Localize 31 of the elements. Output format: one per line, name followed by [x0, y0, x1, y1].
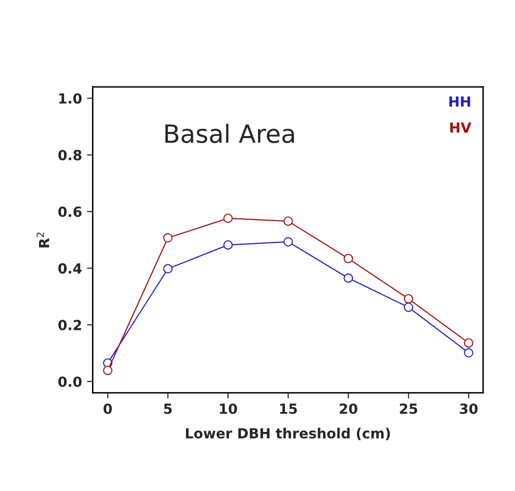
y-tick-label: 0.6: [58, 206, 82, 218]
point: [464, 338, 474, 348]
text: Basal Area: [165, 124, 294, 144]
text: HH: [449, 96, 470, 107]
point: [163, 264, 173, 274]
x-tick-label: 25: [400, 403, 418, 414]
point: [284, 216, 293, 226]
x-tick-label: 5: [164, 404, 172, 414]
point: [464, 348, 474, 358]
point: [404, 294, 414, 304]
x-axis-title: Lower DBH threshold (cm): [186, 428, 390, 440]
point: [344, 254, 354, 264]
point: [223, 240, 233, 250]
y-tick-label: 1.0: [59, 93, 82, 104]
x-tick-label: 15: [280, 404, 297, 414]
text: HV: [450, 122, 472, 133]
point: [163, 233, 173, 243]
point: [344, 273, 354, 283]
point: [223, 214, 233, 224]
y-tick-label: 0.4: [58, 263, 82, 274]
point: [103, 366, 112, 376]
point: [404, 302, 414, 312]
point: [284, 237, 293, 247]
x-tick-label: 20: [340, 403, 358, 414]
y-tick-label: 0.0: [58, 376, 82, 387]
y-tick-label: 0.8: [58, 150, 82, 160]
y-axis-title: R$^{2}$: [36, 232, 50, 248]
x-tick-label: 10: [220, 403, 238, 414]
x-tick-label: 30: [460, 403, 478, 414]
y-tick-label: 0.2: [58, 320, 82, 330]
x-tick-label: 0: [104, 403, 112, 414]
